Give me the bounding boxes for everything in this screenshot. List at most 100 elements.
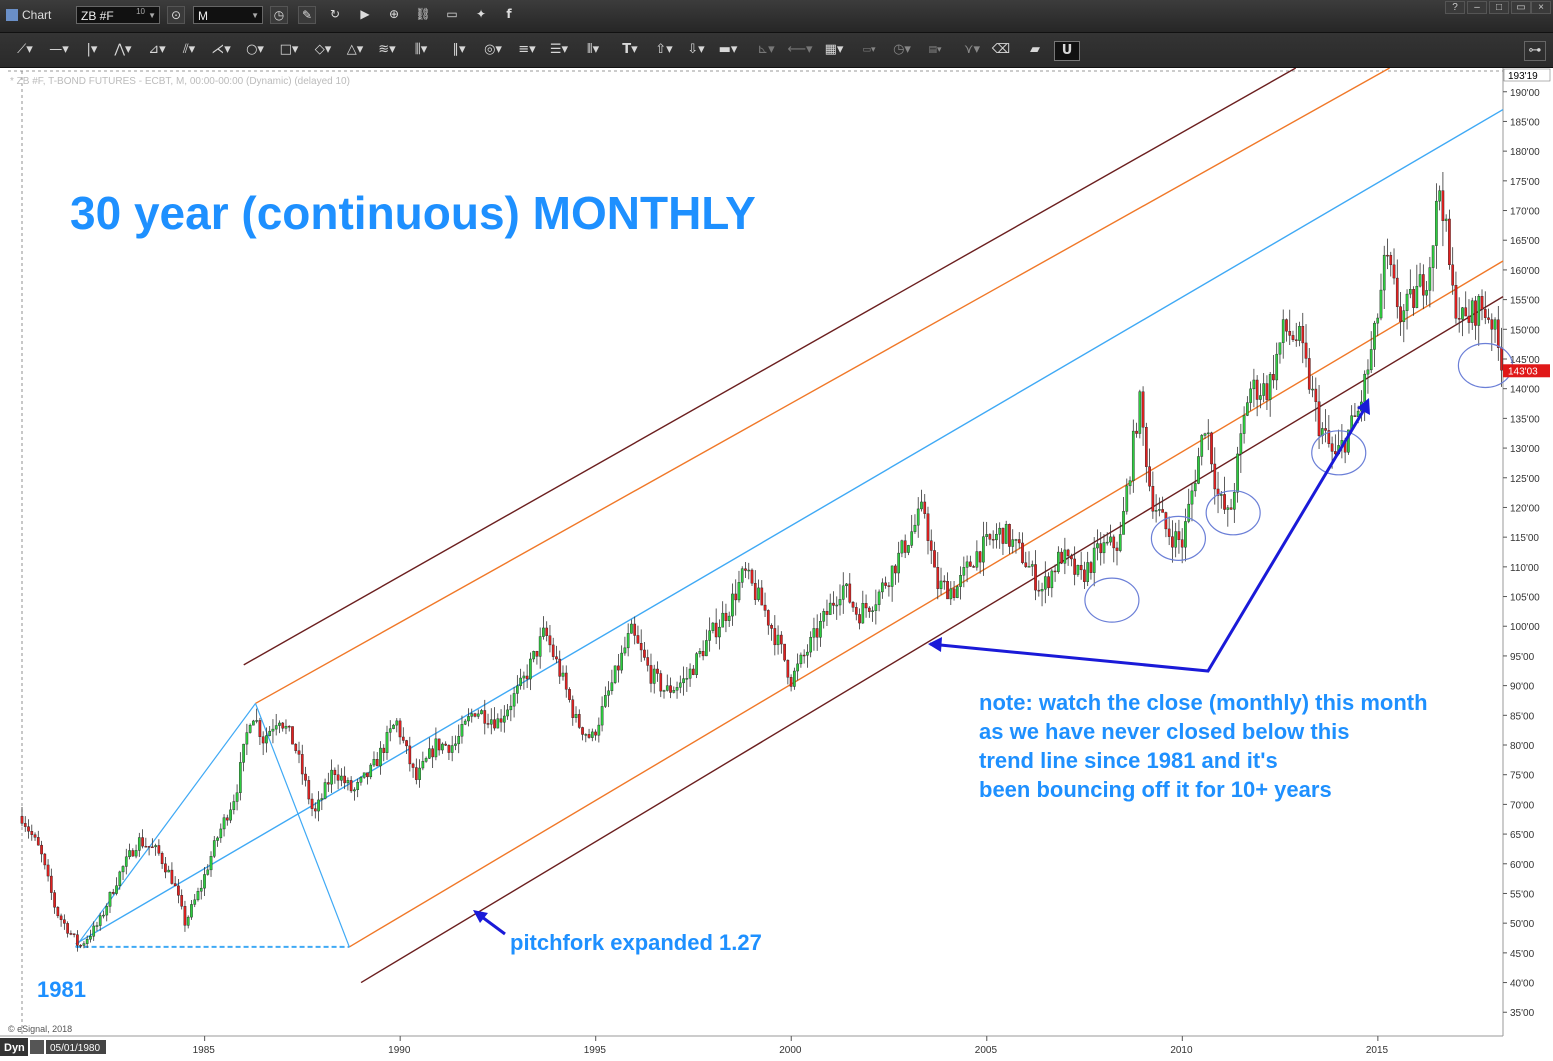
restore-button[interactable]: □ <box>1489 1 1509 14</box>
candle-body <box>839 599 841 605</box>
text-tool-icon[interactable]: T▾ <box>616 41 644 59</box>
y-tick-label: 60'00 <box>1510 860 1535 871</box>
candle-body <box>813 628 815 637</box>
candle-body <box>487 723 489 724</box>
close-button[interactable]: × <box>1531 1 1551 14</box>
candle-body <box>924 502 926 514</box>
candle-body <box>70 933 72 934</box>
regression-icon[interactable]: ⊾▾ <box>752 41 780 59</box>
pencil-icon[interactable]: ✎ <box>298 6 316 24</box>
clock-icon[interactable]: ◷ <box>270 6 288 24</box>
candle-body <box>1021 543 1023 563</box>
candle-body <box>275 726 277 730</box>
y-tick-label: 80'00 <box>1510 741 1535 752</box>
candle-body <box>1406 294 1408 311</box>
symbol-input[interactable]: ZB #F 10 ▼ <box>76 6 160 24</box>
triangle-icon[interactable]: △▾ <box>340 41 370 59</box>
candle-body <box>282 723 284 728</box>
trend-icon[interactable]: ⋀▾ <box>108 41 138 59</box>
ellipse-icon[interactable]: ○▾ <box>240 41 270 59</box>
candle-body <box>950 589 952 599</box>
candle-body <box>1126 486 1128 511</box>
gann-fan-icon[interactable]: ⊿▾ <box>142 41 172 59</box>
help-button[interactable]: ? <box>1445 1 1465 14</box>
candle-body <box>132 851 134 857</box>
candle-body <box>810 637 812 652</box>
refresh-icon[interactable]: ↻ <box>326 6 344 24</box>
fan-icon[interactable]: ⋌▾ <box>206 41 236 59</box>
search-icon[interactable]: ⊕ <box>385 6 403 24</box>
mob-icon[interactable]: ▭▾ <box>854 41 884 59</box>
candle-body <box>969 562 971 567</box>
minimize-button[interactable]: – <box>1467 1 1487 14</box>
cycle-icon[interactable]: ⫼▾ <box>406 41 436 59</box>
candle-body <box>914 525 916 532</box>
bar-icon[interactable]: ▬▾ <box>714 41 742 59</box>
y-tick-label: 45'00 <box>1510 949 1535 960</box>
timer-icon[interactable]: ◷▾ <box>888 41 916 59</box>
candle-body <box>748 570 750 571</box>
candle-body <box>898 553 900 573</box>
channel-icon[interactable]: ≋▾ <box>372 41 402 59</box>
fib-icon[interactable]: ◎▾ <box>478 41 508 59</box>
settings-icon[interactable]: ⊶ <box>1524 41 1546 61</box>
play-icon[interactable]: ▶ <box>356 6 374 24</box>
candle-body <box>431 749 433 757</box>
link-icon[interactable]: ⊙ <box>167 6 185 24</box>
candle-body <box>705 640 707 655</box>
cycle-lines-icon[interactable]: ⟵▾ <box>786 41 814 59</box>
candle-body <box>21 816 23 823</box>
diamond-icon[interactable]: ◇▾ <box>308 41 338 59</box>
candle-body <box>1386 255 1388 256</box>
horizontal-line-icon[interactable]: —▾ <box>44 41 74 59</box>
pin-icon[interactable]: ▭ <box>1511 1 1531 14</box>
candle-body <box>102 915 104 916</box>
chevron-down-icon[interactable]: ▼ <box>251 7 259 25</box>
candle-body <box>1070 556 1072 559</box>
grid-icon[interactable]: ▦▾ <box>820 41 848 59</box>
candle-body <box>83 944 85 946</box>
candle-body <box>418 768 420 780</box>
candle-body <box>871 611 873 612</box>
arrow-down-icon[interactable]: ⇩▾ <box>682 41 710 59</box>
candle-body <box>845 584 847 586</box>
line-tool-icon[interactable]: ⟋▾ <box>10 41 40 59</box>
candle-body <box>722 613 724 627</box>
candle-body <box>1425 290 1427 295</box>
chart-area[interactable]: * ZB #F, T-BOND FUTURES - ECBT, M, 00:00… <box>0 68 1553 1061</box>
magnet-icon[interactable]: U <box>1054 41 1080 61</box>
time-zones-icon[interactable]: ⦀▾ <box>578 41 608 59</box>
chevron-down-icon[interactable]: ▼ <box>148 7 156 25</box>
candle-body <box>982 537 984 562</box>
fib-retrace-icon[interactable]: ≡▾ <box>512 41 542 59</box>
parallel-lines-icon[interactable]: ∥▾ <box>444 41 474 59</box>
candle-body <box>757 588 759 600</box>
zigzag-icon[interactable]: ⋎▾ <box>958 41 986 59</box>
candle-body <box>471 714 473 717</box>
pitchfork-icon[interactable]: ⫽▾ <box>174 41 204 59</box>
x-tick-label: 1985 <box>193 1045 216 1056</box>
rectangle-icon[interactable]: □▾ <box>274 41 304 59</box>
facebook-icon[interactable]: f <box>500 6 518 24</box>
twitter-icon[interactable]: ✦ <box>472 6 490 24</box>
dyn-button[interactable]: Dyn <box>4 1042 25 1054</box>
eraser-icon[interactable]: ⌫ <box>990 41 1012 59</box>
pin-icon[interactable]: ▰ <box>1024 41 1046 59</box>
link-chain-icon[interactable]: ⛓ <box>414 6 432 24</box>
fib-extension-icon[interactable]: ☰▾ <box>544 41 574 59</box>
arrow-up-icon[interactable]: ⇧▾ <box>650 41 678 59</box>
candle-body <box>405 740 407 745</box>
candle-body <box>513 693 515 706</box>
candle-body <box>477 714 479 717</box>
candle-body <box>995 534 997 540</box>
candle-body <box>295 744 297 751</box>
candle-body <box>1207 433 1209 434</box>
pti-icon[interactable]: ▤▾ <box>920 41 950 59</box>
scroll-left-icon[interactable] <box>30 1040 44 1054</box>
candle-body <box>754 583 756 599</box>
interval-select[interactable]: M ▼ <box>193 6 263 24</box>
vertical-line-icon[interactable]: |▾ <box>78 41 106 59</box>
candle-body <box>1096 544 1098 548</box>
candle-body <box>415 768 417 780</box>
comment-icon[interactable]: ▭ <box>443 6 461 24</box>
